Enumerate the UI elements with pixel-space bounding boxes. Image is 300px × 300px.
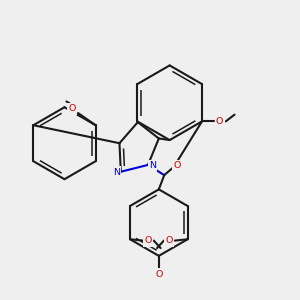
Text: O: O: [216, 117, 223, 126]
Text: O: O: [68, 104, 76, 113]
Text: O: O: [145, 236, 152, 245]
Text: O: O: [173, 161, 181, 170]
Text: N: N: [149, 161, 156, 170]
Text: O: O: [155, 270, 163, 279]
Text: N: N: [113, 168, 120, 177]
Text: O: O: [166, 236, 173, 245]
